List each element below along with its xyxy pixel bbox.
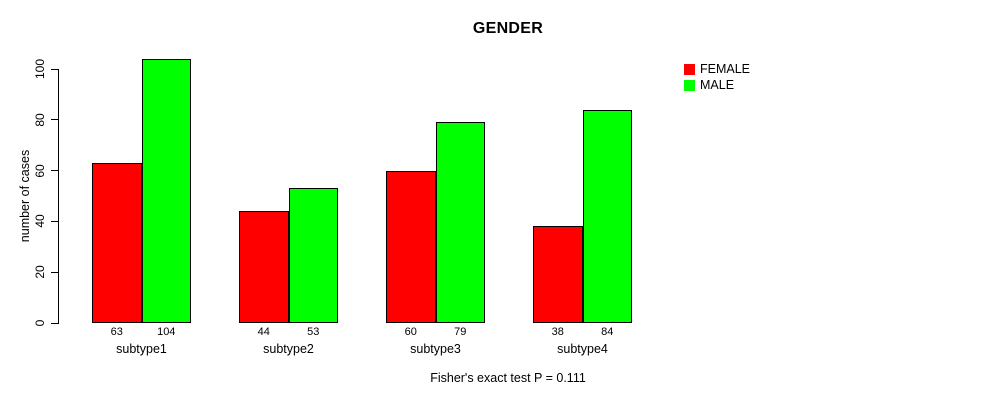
y-tick-label: 20 bbox=[33, 265, 47, 279]
y-tick-label: 40 bbox=[33, 214, 47, 229]
bar-male-subtype3 bbox=[435, 122, 485, 323]
y-tick bbox=[51, 220, 58, 222]
footer-caption: Fisher's exact test P = 0.111 bbox=[430, 371, 586, 385]
category-label-subtype4: subtype4 bbox=[557, 342, 608, 356]
bar-female-subtype2 bbox=[239, 211, 289, 323]
legend-label: FEMALE bbox=[700, 62, 751, 76]
legend-item-female: FEMALE bbox=[684, 62, 750, 76]
y-tick-label: 60 bbox=[33, 163, 47, 178]
category-label-subtype2: subtype2 bbox=[263, 342, 314, 356]
bar-value-label: 84 bbox=[601, 326, 614, 338]
y-axis-title: number of cases bbox=[18, 149, 32, 243]
bar-value-label: 53 bbox=[307, 326, 320, 338]
category-label-subtype3: subtype3 bbox=[410, 342, 461, 356]
bar-female-subtype4 bbox=[533, 226, 583, 323]
bar-female-subtype1 bbox=[92, 162, 142, 323]
legend: FEMALE MALE bbox=[684, 62, 750, 94]
bar-value-label: 60 bbox=[404, 326, 417, 338]
y-tick bbox=[51, 322, 58, 324]
bar-male-subtype4 bbox=[582, 109, 632, 323]
bar-male-subtype2 bbox=[288, 188, 338, 323]
legend-item-male: MALE bbox=[684, 78, 750, 92]
y-tick bbox=[51, 271, 58, 273]
y-tick bbox=[51, 119, 58, 121]
y-tick-label: 0 bbox=[33, 319, 47, 327]
bar-male-subtype1 bbox=[141, 58, 191, 323]
y-tick bbox=[51, 170, 58, 172]
chart-title: GENDER bbox=[472, 20, 544, 37]
bar-value-label: 79 bbox=[454, 326, 467, 338]
bar-value-label: 38 bbox=[551, 326, 564, 338]
bar-female-subtype3 bbox=[386, 170, 436, 323]
legend-swatch-female bbox=[684, 63, 695, 75]
y-tick-label: 100 bbox=[33, 58, 47, 80]
category-label-subtype1: subtype1 bbox=[116, 342, 167, 356]
y-tick-label: 80 bbox=[33, 113, 47, 127]
bar-value-label: 104 bbox=[157, 326, 176, 338]
legend-label: MALE bbox=[700, 78, 735, 92]
bar-value-label: 44 bbox=[257, 326, 270, 338]
bar-value-label: 63 bbox=[110, 326, 123, 338]
y-tick bbox=[51, 68, 58, 70]
legend-swatch-male bbox=[684, 79, 695, 91]
y-axis-line bbox=[58, 69, 59, 324]
